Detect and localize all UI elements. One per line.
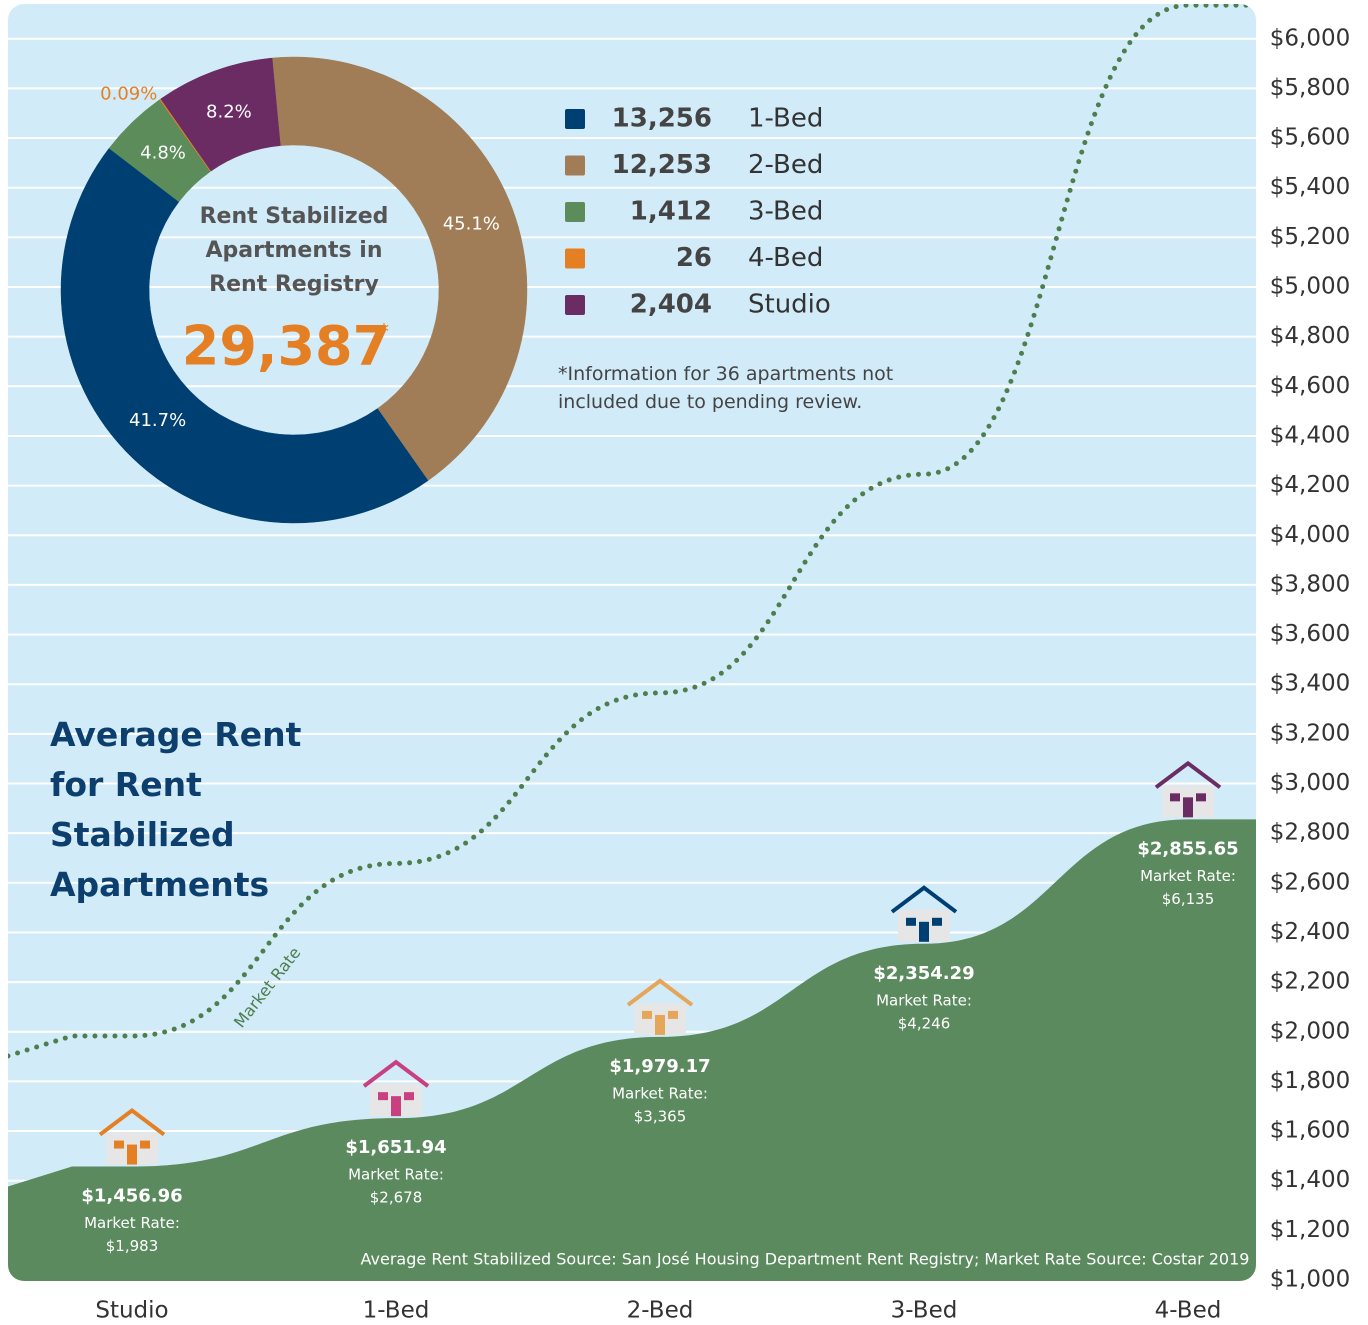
house-window [906, 917, 916, 926]
legend-label: 1-Bed [748, 104, 823, 134]
market-value-label: $4,246 [898, 1014, 951, 1032]
y-tick-label: $4,000 [1270, 522, 1350, 548]
percent-label: 8.2% [206, 102, 252, 123]
y-tick-label: $4,800 [1270, 323, 1350, 349]
donut-slice [60, 147, 429, 524]
market-caption: Market Rate: [348, 1166, 444, 1184]
house-roof [98, 1108, 166, 1137]
x-tick-label: Studio [95, 1298, 168, 1324]
value-label: $2,855.65 [1137, 838, 1238, 859]
y-tick-label: $2,600 [1270, 869, 1350, 895]
y-tick-label: $4,400 [1270, 422, 1350, 448]
house-window [140, 1140, 150, 1149]
y-tick-label: $2,000 [1270, 1018, 1350, 1044]
house-roof [362, 1059, 430, 1088]
y-tick-label: $5,400 [1270, 174, 1350, 200]
house-door [919, 921, 929, 942]
total-value: 29,387 [182, 315, 390, 378]
legend-swatch [565, 248, 585, 269]
percent-label: 41.7% [129, 410, 186, 431]
rent-area [8, 819, 1256, 1281]
y-tick-label: $2,200 [1270, 969, 1350, 995]
market-line [8, 4, 1256, 1059]
y-tick-label: $1,800 [1270, 1068, 1350, 1094]
y-tick-label: $3,200 [1270, 720, 1350, 746]
house-window [378, 1092, 388, 1101]
legend-label: 2-Bed [748, 150, 823, 180]
house-window [1196, 793, 1206, 802]
value-label: $1,979.17 [609, 1056, 710, 1077]
y-tick-label: $3,600 [1270, 621, 1350, 647]
house-window [404, 1092, 414, 1101]
legend-swatch [565, 109, 585, 129]
house-window [1170, 793, 1180, 802]
y-tick-label: $1,000 [1270, 1267, 1350, 1293]
value-label: $1,456.96 [81, 1186, 182, 1207]
legend-count: 12,253 [612, 150, 712, 180]
market-caption: Market Rate: [876, 991, 972, 1009]
market-value-label: $6,135 [1162, 890, 1215, 908]
y-tick-label: $3,800 [1270, 571, 1350, 597]
percent-label: 4.8% [140, 143, 186, 164]
percent-label: 0.09% [100, 83, 157, 104]
x-tick-label: 3-Bed [891, 1298, 958, 1324]
house-door [391, 1096, 401, 1117]
y-tick-label: $1,400 [1270, 1167, 1350, 1193]
y-tick-label: $4,200 [1270, 472, 1350, 498]
house-window [642, 1010, 652, 1019]
legend-count: 13,256 [612, 104, 712, 134]
house-roof [890, 885, 958, 914]
house-window [932, 917, 942, 926]
donut-slice [160, 57, 281, 172]
source-note: Average Rent Stabilized Source: San José… [361, 1250, 1250, 1269]
value-label: $2,354.29 [873, 963, 974, 984]
house-window [114, 1140, 124, 1149]
chart-title: Average Rent for Rent Stabilized Apartme… [50, 715, 302, 904]
house-door [127, 1144, 137, 1165]
total-note: * [379, 320, 389, 344]
y-tick-label: $4,600 [1270, 373, 1350, 399]
house-window [668, 1010, 678, 1019]
house-door [1183, 797, 1193, 818]
legend-swatch [565, 155, 585, 176]
market-caption: Market Rate: [84, 1214, 180, 1232]
footnote: *Information for 36 apartments not inclu… [558, 363, 894, 413]
x-tick-label: 2-Bed [627, 1298, 694, 1324]
legend-swatch [565, 202, 585, 222]
legend-count: 1,412 [630, 197, 712, 227]
market-value-label: $1,983 [106, 1237, 159, 1255]
y-tick-label: $6,000 [1270, 25, 1350, 51]
house-door [655, 1014, 665, 1035]
percent-label: 45.1% [443, 214, 500, 235]
house-roof [626, 978, 694, 1007]
legend-count: 2,404 [630, 290, 712, 320]
y-tick-label: $2,800 [1270, 820, 1350, 846]
legend-label: Studio [748, 290, 831, 320]
y-tick-label: $5,200 [1270, 224, 1350, 250]
house-roof [1154, 760, 1222, 789]
legend-swatch [565, 295, 585, 315]
y-tick-label: $5,000 [1270, 274, 1350, 300]
market-value-label: $2,678 [370, 1189, 423, 1207]
y-tick-label: $3,400 [1270, 671, 1350, 697]
y-tick-label: $3,000 [1270, 770, 1350, 796]
donut-title: Rent Stabilized Apartments in Rent Regis… [199, 204, 389, 297]
y-tick-label: $1,600 [1270, 1118, 1350, 1144]
market-caption: Market Rate: [612, 1084, 708, 1102]
x-tick-label: 1-Bed [363, 1298, 430, 1324]
x-tick-label: 4-Bed [1155, 1298, 1222, 1324]
y-tick-label: $5,600 [1270, 125, 1350, 151]
y-tick-label: $5,800 [1270, 75, 1350, 101]
legend-count: 26 [676, 243, 712, 273]
market-value-label: $3,365 [634, 1107, 687, 1125]
value-label: $1,651.94 [345, 1137, 446, 1158]
legend-label: 4-Bed [748, 243, 823, 273]
legend-label: 3-Bed [748, 197, 823, 227]
y-tick-label: $1,200 [1270, 1217, 1350, 1243]
market-caption: Market Rate: [1140, 867, 1236, 885]
y-tick-label: $2,400 [1270, 919, 1350, 945]
